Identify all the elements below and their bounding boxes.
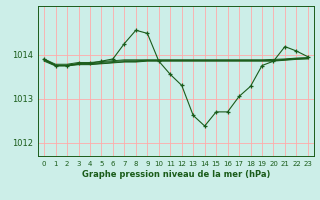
X-axis label: Graphe pression niveau de la mer (hPa): Graphe pression niveau de la mer (hPa)	[82, 170, 270, 179]
